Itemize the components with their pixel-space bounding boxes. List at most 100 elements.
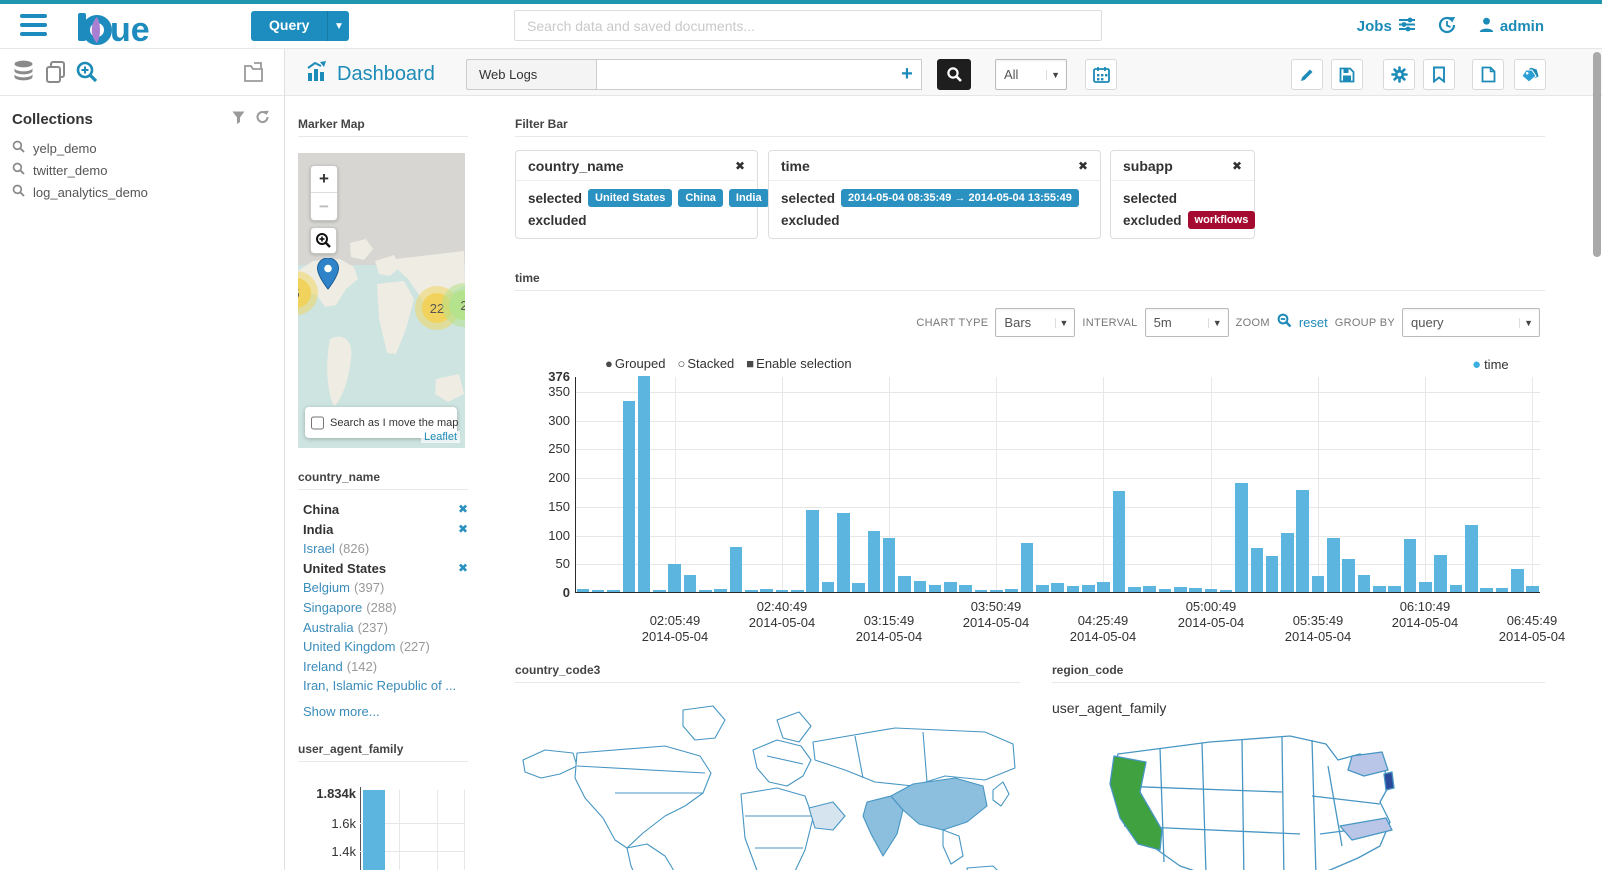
time-bar[interactable] (852, 583, 865, 592)
time-bar[interactable] (790, 590, 804, 592)
ua-bar[interactable] (363, 790, 385, 870)
document-button[interactable] (1472, 59, 1504, 90)
jobs-link[interactable]: Jobs (1357, 17, 1416, 36)
time-bar[interactable] (775, 590, 789, 592)
time-bar[interactable] (1143, 586, 1156, 592)
facet-item[interactable]: Ireland (142) (303, 657, 468, 677)
facet-item[interactable]: Israel (826) (303, 539, 468, 559)
leaflet-attribution-link[interactable]: Leaflet (420, 431, 460, 443)
time-bar[interactable] (1311, 576, 1325, 592)
time-bar[interactable] (913, 581, 927, 592)
ua-chart-plot[interactable] (360, 787, 465, 870)
time-bar[interactable] (1005, 589, 1019, 592)
show-more-link[interactable]: Show more... (303, 704, 380, 719)
time-bar[interactable] (974, 590, 988, 592)
time-bar[interactable] (760, 589, 773, 592)
database-icon[interactable] (12, 60, 35, 89)
time-bar[interactable] (1219, 590, 1233, 592)
filter-chip[interactable]: United States (588, 189, 673, 207)
hamburger-menu-icon[interactable] (20, 14, 47, 38)
filter-funnel-icon[interactable] (232, 111, 245, 129)
filter-chip[interactable]: workflows (1187, 211, 1256, 229)
time-bar[interactable] (1204, 589, 1218, 592)
time-bar[interactable] (683, 575, 697, 592)
time-bar[interactable] (1495, 588, 1509, 592)
time-bar[interactable] (1265, 556, 1279, 592)
time-bar[interactable] (1526, 586, 1539, 592)
us-choropleth-map[interactable] (1090, 726, 1450, 870)
close-icon[interactable]: ✖ (734, 159, 745, 173)
time-bar[interactable] (699, 590, 712, 592)
time-bar[interactable] (1388, 586, 1401, 592)
zoom-in-icon[interactable] (75, 60, 99, 89)
tags-button[interactable] (1514, 59, 1546, 90)
time-bar[interactable] (944, 582, 957, 592)
calendar-button[interactable] (1085, 59, 1117, 90)
time-bar[interactable] (1127, 587, 1141, 592)
collection-item[interactable]: twitter_demo (0, 159, 284, 181)
vertical-scrollbar[interactable] (1593, 52, 1601, 257)
marker-map[interactable]: + − 5 22 2 Search (298, 153, 465, 448)
time-bar[interactable] (1189, 588, 1202, 592)
grouped-radio[interactable]: ● Grouped (605, 356, 666, 371)
time-bar[interactable] (1449, 585, 1463, 592)
facet-item[interactable]: United Kingdom (227) (303, 637, 468, 657)
time-bar[interactable] (1510, 569, 1524, 592)
time-bar[interactable] (1097, 582, 1110, 592)
facet-item[interactable]: China ✖ (303, 500, 468, 520)
time-bar[interactable] (1051, 583, 1064, 592)
dashboard-search-button[interactable] (937, 59, 971, 90)
time-bar[interactable] (867, 531, 881, 592)
time-bar[interactable] (622, 401, 636, 592)
chart-type-select[interactable]: Bars ▼ (995, 308, 1076, 337)
time-bar[interactable] (1112, 491, 1126, 592)
time-bar[interactable] (745, 590, 758, 592)
history-button[interactable] (1438, 16, 1457, 38)
interval-select[interactable]: 5m ▼ (1144, 308, 1229, 337)
hue-logo[interactable]: ue (76, 7, 176, 52)
enable-selection-toggle[interactable]: ■ Enable selection (746, 356, 852, 371)
settings-button[interactable] (1383, 59, 1415, 90)
time-bar[interactable] (1281, 533, 1294, 592)
search-as-move-checkbox[interactable] (311, 415, 324, 430)
scope-select[interactable]: All ▼ (995, 59, 1067, 90)
refresh-icon[interactable] (255, 110, 270, 129)
global-search-input[interactable] (514, 10, 1102, 41)
time-bar[interactable] (898, 576, 911, 592)
time-chart-plot[interactable] (575, 376, 1540, 593)
zoom-reset-link[interactable]: reset (1298, 315, 1328, 330)
collection-item[interactable]: log_analytics_demo (0, 181, 284, 203)
time-bar[interactable] (1250, 548, 1264, 592)
time-bar[interactable] (1434, 555, 1447, 592)
time-bar[interactable] (836, 513, 850, 592)
time-bar[interactable] (1235, 483, 1248, 592)
time-bar[interactable] (1419, 582, 1432, 592)
time-bar[interactable] (806, 510, 819, 592)
time-bar[interactable] (1066, 586, 1080, 592)
dashboard-source[interactable]: Web Logs (466, 59, 597, 90)
documents-icon[interactable] (44, 60, 68, 89)
query-caret-icon[interactable]: ▼ (327, 11, 350, 41)
time-bar[interactable] (714, 589, 728, 592)
time-bar[interactable] (668, 564, 682, 592)
time-bar[interactable] (1480, 588, 1493, 592)
time-bar[interactable] (653, 590, 666, 592)
filter-chip[interactable]: China (678, 189, 723, 207)
time-bar[interactable] (990, 590, 1003, 592)
remove-facet-icon[interactable]: ✖ (457, 560, 468, 575)
query-split-button[interactable]: Query ▼ (251, 11, 350, 41)
time-bar[interactable] (1464, 525, 1478, 592)
zoom-out-icon[interactable] (1277, 313, 1292, 333)
time-bar[interactable] (1036, 585, 1049, 592)
time-bar[interactable] (1342, 559, 1356, 592)
time-bar[interactable] (576, 589, 590, 592)
open-folder-icon[interactable] (242, 60, 266, 89)
remove-facet-icon[interactable]: ✖ (457, 521, 468, 536)
user-menu[interactable]: admin (1479, 17, 1544, 37)
stacked-radio[interactable]: ○ Stacked (677, 356, 735, 371)
time-bar[interactable] (959, 585, 973, 592)
time-bar[interactable] (1173, 587, 1187, 592)
edit-button[interactable] (1291, 59, 1323, 90)
map-cluster[interactable]: 2 (442, 283, 465, 327)
time-bar[interactable] (1020, 543, 1034, 592)
